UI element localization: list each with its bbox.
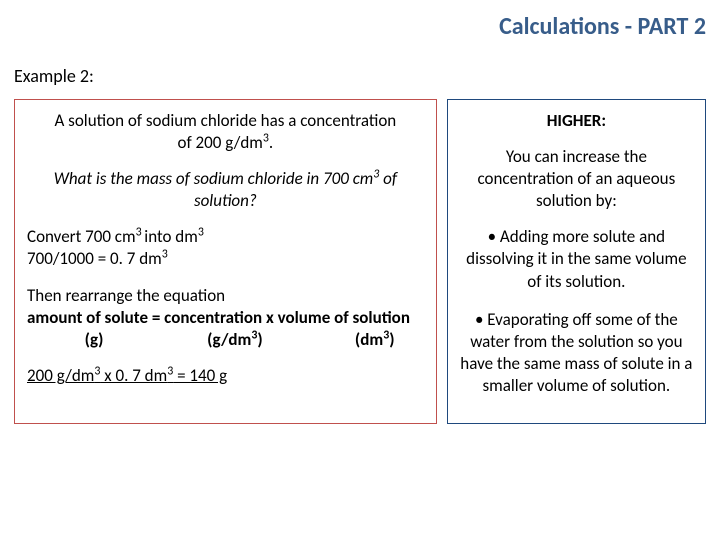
- convert-calc-pre: 700/1000 = 0. 7 dm: [27, 248, 162, 269]
- convert-calc-sup: 3: [162, 248, 168, 262]
- bullet-2-wrap: Evaporating off some of the water from t…: [460, 309, 693, 397]
- units-dm-post: ): [389, 329, 394, 350]
- example-box: A solution of sodium chloride has a conc…: [14, 99, 437, 424]
- bullet-2: Evaporating off some of the water from t…: [460, 309, 693, 397]
- slide-title: Calculations - PART 2: [14, 12, 706, 41]
- higher-box: HIGHER: You can increase the concentrati…: [447, 99, 706, 424]
- rearrange-step: Then rearrange the equation amount of so…: [27, 285, 424, 351]
- bullet-1: Adding more solute and dissolving it in …: [460, 226, 693, 292]
- example-label: Example 2:: [14, 65, 706, 87]
- rearrange-eq: amount of solute = concentration x volum…: [27, 307, 424, 329]
- convert-pre: Convert 700 cm: [27, 226, 136, 247]
- slide: Calculations - PART 2 Example 2: A solut…: [0, 0, 720, 540]
- higher-title: HIGHER:: [460, 110, 693, 132]
- bullet-1-wrap: Adding more solute and dissolving it in …: [460, 226, 693, 292]
- rearrange-intro: Then rearrange the equation: [27, 285, 424, 307]
- units-g: (g): [27, 329, 103, 350]
- convert-mid: into dm: [144, 226, 198, 247]
- higher-intro: You can increase the concentration of an…: [460, 146, 693, 212]
- problem-statement: A solution of sodium chloride has a conc…: [27, 110, 424, 154]
- problem-line2-post: .: [269, 132, 273, 153]
- units-gdm-pre: (g/dm: [103, 329, 251, 350]
- units-dm-pre: (dm: [263, 329, 384, 350]
- problem-line1: A solution of sodium chloride has a conc…: [55, 110, 397, 131]
- answer-pre: 200 g/dm: [27, 365, 94, 386]
- convert-sup1: 3: [136, 226, 145, 240]
- answer-mid: x 0. 7 dm: [100, 365, 167, 386]
- units-row: (g) (g/dm3) (dm3): [27, 329, 424, 351]
- answer: 200 g/dm3 x 0. 7 dm3 = 140 g: [27, 365, 424, 387]
- question: What is the mass of sodium chloride in 7…: [27, 168, 424, 212]
- convert-sup2: 3: [198, 226, 204, 240]
- content-boxes: A solution of sodium chloride has a conc…: [14, 99, 706, 424]
- conversion-step: Convert 700 cm3 into dm3 700/1000 = 0. 7…: [27, 226, 424, 270]
- question-pre: What is the mass of sodium chloride in 7…: [54, 168, 374, 189]
- problem-line2-pre: of 200 g/dm: [178, 132, 263, 153]
- answer-post: = 140 g: [173, 365, 227, 386]
